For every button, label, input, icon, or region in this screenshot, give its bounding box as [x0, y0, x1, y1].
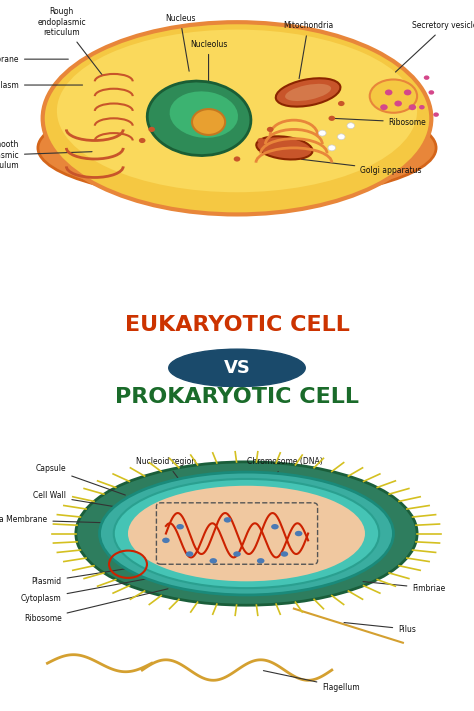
Circle shape: [295, 531, 302, 536]
Circle shape: [419, 105, 425, 109]
Text: Nucleus: Nucleus: [165, 14, 195, 71]
Circle shape: [148, 127, 155, 132]
Ellipse shape: [256, 137, 312, 159]
Ellipse shape: [169, 90, 239, 139]
Circle shape: [385, 90, 392, 95]
Ellipse shape: [128, 486, 365, 582]
Circle shape: [257, 558, 264, 564]
Circle shape: [267, 127, 273, 132]
Circle shape: [338, 101, 345, 106]
Circle shape: [210, 558, 217, 564]
Text: Fimbriae: Fimbriae: [363, 582, 446, 593]
Ellipse shape: [147, 81, 251, 156]
Text: Mitochondria: Mitochondria: [283, 21, 333, 79]
Text: Nucleolus: Nucleolus: [190, 40, 227, 90]
Circle shape: [409, 105, 416, 110]
Text: Rough
endoplasmic
reticulum: Rough endoplasmic reticulum: [37, 7, 102, 75]
Ellipse shape: [192, 109, 225, 135]
Ellipse shape: [370, 80, 417, 113]
Text: Cytoplasm: Cytoplasm: [21, 579, 149, 603]
Text: Plasmid: Plasmid: [31, 568, 130, 586]
Circle shape: [319, 130, 326, 136]
Text: Cytoplasm: Cytoplasm: [0, 80, 82, 90]
Text: Golgi apparatus: Golgi apparatus: [301, 159, 422, 175]
Ellipse shape: [285, 84, 331, 101]
Circle shape: [428, 90, 434, 95]
Circle shape: [394, 100, 402, 107]
Text: Pilus: Pilus: [344, 623, 416, 634]
Circle shape: [257, 138, 264, 143]
Circle shape: [347, 123, 355, 129]
Circle shape: [169, 349, 305, 387]
Text: Cell membrane: Cell membrane: [0, 55, 68, 64]
Text: PROKARYOTIC CELL: PROKARYOTIC CELL: [115, 387, 359, 407]
Text: Ribosome: Ribosome: [335, 117, 427, 127]
Circle shape: [424, 75, 429, 80]
Circle shape: [328, 116, 335, 121]
Ellipse shape: [57, 30, 417, 192]
Ellipse shape: [114, 479, 379, 588]
Text: Secretory vesicle: Secretory vesicle: [395, 21, 474, 72]
Circle shape: [281, 551, 288, 557]
Text: Chromosome (DNA): Chromosome (DNA): [246, 457, 322, 504]
Circle shape: [337, 134, 345, 140]
Circle shape: [176, 524, 184, 530]
Circle shape: [186, 551, 193, 557]
Ellipse shape: [76, 462, 417, 605]
Circle shape: [162, 538, 170, 543]
Ellipse shape: [100, 472, 393, 595]
Text: EUKARYOTIC CELL: EUKARYOTIC CELL: [125, 316, 349, 336]
Circle shape: [234, 156, 240, 161]
Circle shape: [433, 112, 439, 117]
Text: Plasma Membrane: Plasma Membrane: [0, 515, 120, 525]
Ellipse shape: [38, 96, 436, 200]
Text: Ribosome: Ribosome: [24, 589, 168, 624]
Circle shape: [139, 138, 146, 143]
Circle shape: [224, 517, 231, 523]
Circle shape: [271, 524, 279, 530]
Circle shape: [380, 105, 388, 110]
Circle shape: [233, 551, 241, 557]
Text: VS: VS: [224, 359, 250, 377]
Ellipse shape: [276, 78, 340, 107]
Text: Cell Wall: Cell Wall: [33, 491, 130, 509]
Text: Flagellum: Flagellum: [264, 670, 360, 692]
Text: Smooth
endoplasmic
reticulum: Smooth endoplasmic reticulum: [0, 140, 92, 170]
Ellipse shape: [43, 22, 431, 215]
Circle shape: [328, 145, 336, 151]
Text: Nucleoid region: Nucleoid region: [136, 457, 197, 504]
Text: Capsule: Capsule: [36, 464, 125, 495]
Circle shape: [404, 90, 411, 95]
